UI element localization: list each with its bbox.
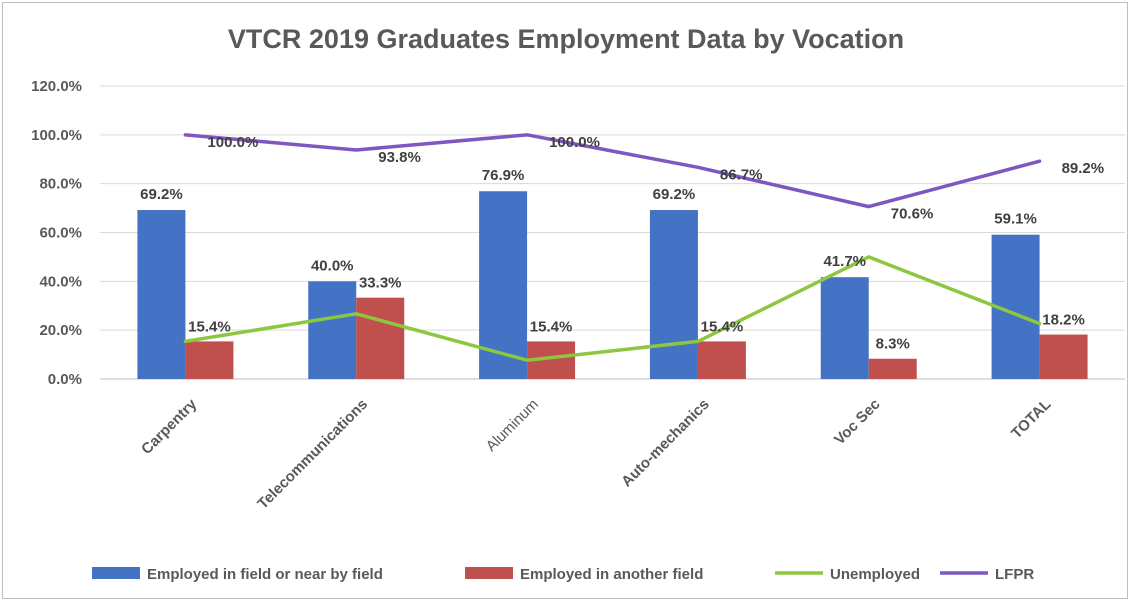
gridlines: [100, 85, 1125, 380]
category-label: Auto-mechanics: [618, 396, 713, 491]
legend-swatch: [465, 567, 513, 579]
y-tick-label: 40.0%: [39, 273, 82, 290]
data-label-employed-another-field: 15.4%: [188, 318, 231, 335]
category-label: Carpentry: [138, 395, 201, 458]
data-label-employed-another-field: 18.2%: [1042, 312, 1085, 329]
data-label-employed-another-field: 15.4%: [530, 318, 573, 335]
data-label-employed-in-field: 69.2%: [653, 186, 696, 203]
bar-employed-in-field: [649, 210, 698, 379]
data-label-lfpr: 70.6%: [891, 206, 934, 223]
legend: Employed in field or near by field Employ…: [92, 566, 1034, 583]
data-label-employed-in-field: 40.0%: [311, 257, 354, 274]
bar-employed-in-field: [820, 277, 869, 379]
bar-employed-in-field: [137, 210, 186, 379]
y-tick-label: 20.0%: [39, 322, 82, 339]
data-label-employed-another-field: 15.4%: [701, 318, 744, 335]
y-tick-label: 0.0%: [48, 371, 82, 388]
legend-label: Employed in another field: [520, 566, 703, 583]
data-label-lfpr: 89.2%: [1062, 160, 1105, 177]
data-label-lfpr: 100.0%: [207, 134, 258, 151]
bar-employed-in-field: [308, 281, 357, 379]
legend-swatch: [92, 567, 140, 579]
bar-employed-another-field: [1039, 334, 1088, 379]
data-label-employed-in-field: 69.2%: [140, 186, 183, 203]
chart-title: VTCR 2019 Graduates Employment Data by V…: [227, 24, 905, 54]
category-label: TOTAL: [1008, 396, 1054, 442]
y-tick-label: 120.0%: [31, 78, 82, 95]
data-label-employed-in-field: 59.1%: [994, 211, 1037, 228]
data-label-lfpr: 93.8%: [378, 149, 421, 166]
category-label: Aluminum: [483, 396, 542, 455]
bar-employed-another-field: [697, 341, 746, 379]
bar-employed-another-field: [868, 358, 917, 379]
y-tick-label: 80.0%: [39, 176, 82, 193]
y-axis: 0.0% 20.0% 40.0% 60.0% 80.0% 100.0% 120.0%: [31, 78, 82, 388]
data-label-employed-in-field: 41.7%: [823, 253, 866, 270]
x-axis: Carpentry Telecommunications Aluminum Auto-…: [138, 395, 1054, 512]
line-series: [183, 133, 1042, 362]
data-label-lfpr: 86.7%: [720, 166, 763, 183]
y-tick-label: 60.0%: [39, 225, 82, 242]
data-label-lfpr: 100.0%: [549, 134, 600, 151]
y-tick-label: 100.0%: [31, 127, 82, 144]
legend-label: Employed in field or near by field: [147, 566, 383, 583]
data-label-employed-in-field: 76.9%: [482, 167, 525, 184]
legend-label: Unemployed: [830, 566, 920, 583]
bar-series: [137, 191, 1088, 379]
line-lfpr: [183, 133, 1042, 209]
data-label-employed-another-field: 8.3%: [876, 336, 910, 353]
data-label-employed-another-field: 33.3%: [359, 275, 402, 292]
legend-label: LFPR: [995, 566, 1034, 583]
line-unemployed: [183, 255, 1042, 362]
category-label: Voc Sec: [831, 396, 884, 449]
bar-employed-another-field: [185, 341, 234, 379]
data-labels: 69.2% 15.4% 100.0% 40.0% 33.3% 93.8% 76.9% 15.4…: [140, 134, 1104, 353]
bar-employed-another-field: [356, 297, 405, 379]
category-label: Telecommunications: [254, 396, 371, 513]
